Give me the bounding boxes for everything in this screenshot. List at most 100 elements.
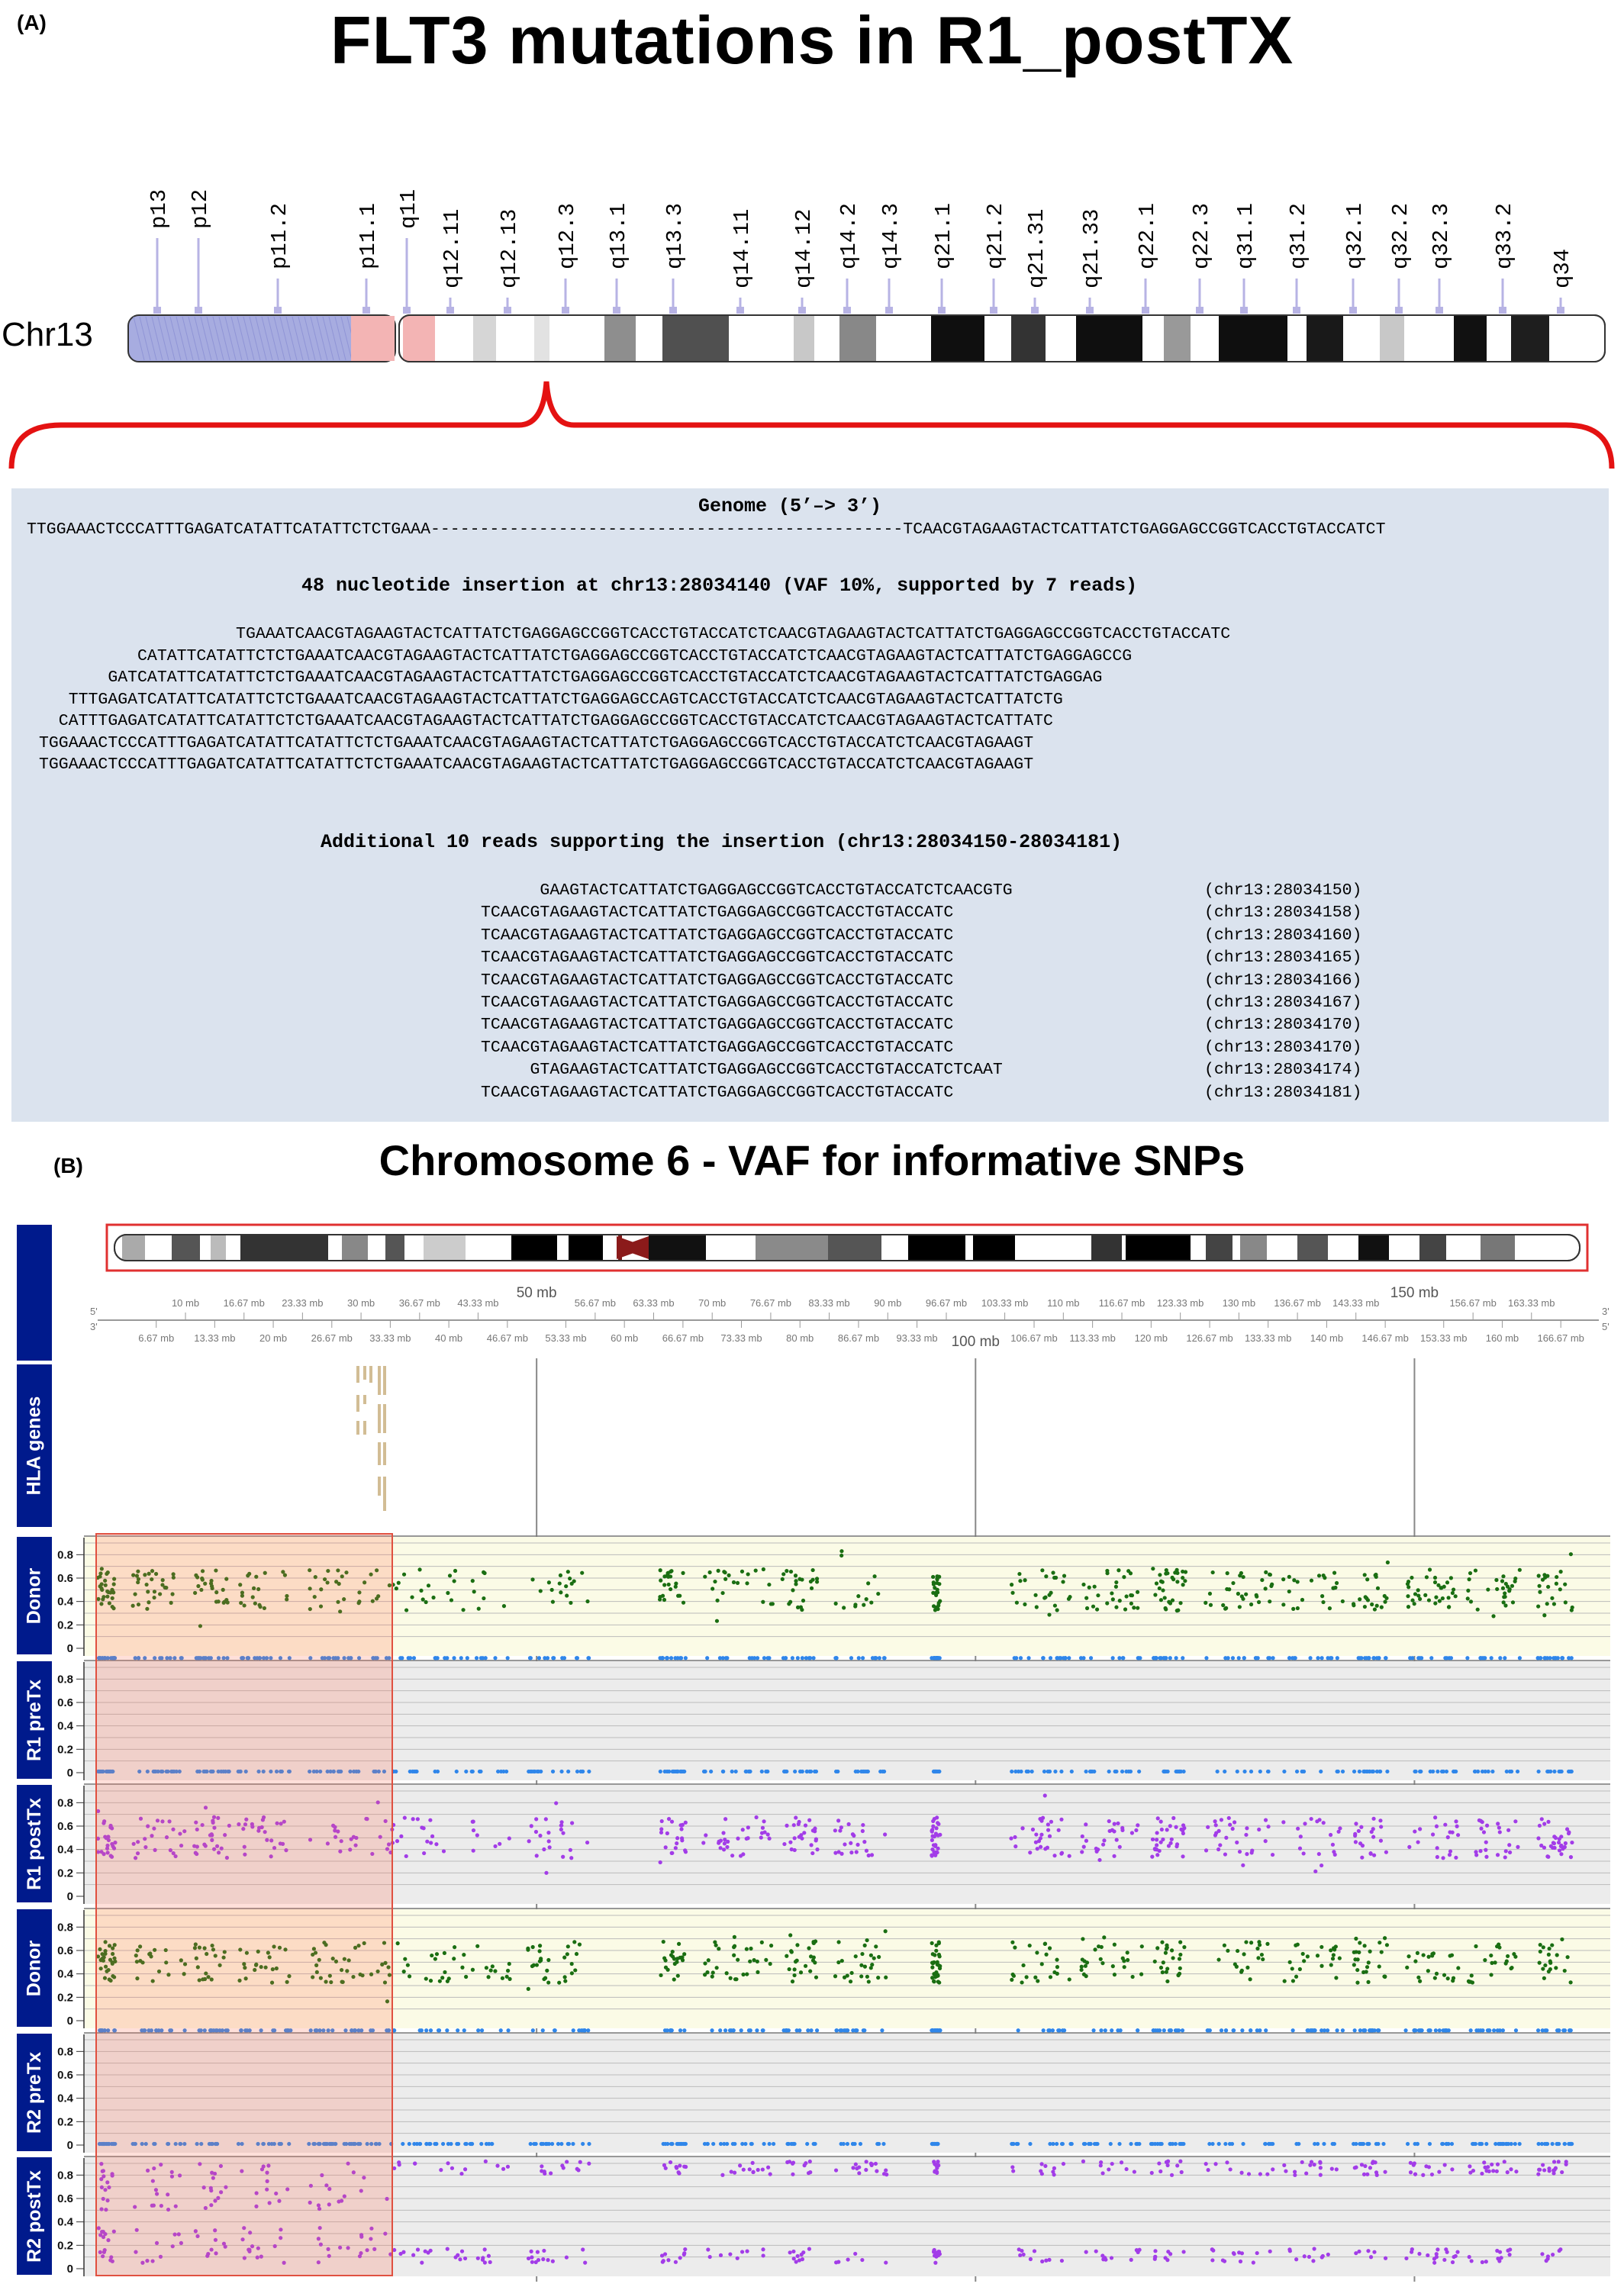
p-arm-hatch	[261, 316, 273, 361]
snp-point	[717, 1656, 723, 1660]
snp-point	[244, 1817, 249, 1822]
snp-point	[1494, 1577, 1499, 1583]
top-tick-label: 56.67 mb	[575, 1297, 616, 1309]
snp-point	[160, 2028, 164, 2033]
snp-point	[804, 1656, 808, 1660]
snp-point	[244, 1950, 249, 1955]
snp-point	[1416, 1975, 1421, 1979]
snp-point	[1354, 2251, 1358, 2256]
snp-point	[1536, 1604, 1541, 1609]
snp-point	[326, 1656, 330, 1660]
snp-point	[324, 1979, 328, 1984]
snp-point	[865, 1769, 870, 1774]
snp-point	[1267, 1572, 1272, 1577]
snp-point	[1165, 2159, 1171, 2163]
bottom-tick-label: 20 mb	[259, 1332, 287, 1344]
snp-point	[105, 2198, 110, 2203]
snp-point	[581, 2247, 585, 2252]
band-label: q22.1	[1135, 203, 1160, 269]
snp-point	[214, 1568, 218, 1573]
snp-point	[1046, 1769, 1050, 1774]
snp-point	[1362, 2028, 1367, 2033]
snp-point	[1305, 2028, 1310, 2033]
snp-point	[761, 2028, 765, 2033]
snp-point	[559, 1823, 563, 1828]
snp-point	[787, 1966, 791, 1972]
snp-point	[102, 1955, 106, 1960]
snp-point	[1566, 1831, 1571, 1836]
snp-point	[540, 2169, 544, 2173]
snp-point	[110, 1604, 114, 1609]
snp-point	[1371, 1816, 1376, 1821]
snp-point	[930, 1828, 935, 1832]
snp-point	[348, 1847, 353, 1852]
snp-point	[784, 2028, 788, 2033]
snp-point	[1282, 2163, 1287, 2168]
snp-point	[507, 1961, 511, 1966]
snp-point	[1545, 1574, 1550, 1578]
snp-point	[171, 1575, 176, 1580]
snp-point	[935, 1580, 939, 1586]
snp-point	[1483, 1958, 1487, 1963]
snp-point	[860, 2257, 865, 2263]
snp-point	[673, 1584, 678, 1589]
snp-point	[1545, 1854, 1550, 1859]
snp-point	[168, 2028, 172, 2033]
snp-point	[1235, 1840, 1239, 1845]
snp-point	[1206, 1825, 1210, 1829]
snp-point	[144, 1582, 149, 1587]
snp-point	[862, 2028, 867, 2033]
hla-gene-mark	[378, 1404, 381, 1433]
snp-point	[756, 2167, 760, 2173]
snp-point	[535, 2250, 540, 2254]
snp-point	[1515, 1769, 1520, 1774]
snp-point	[703, 1769, 707, 1774]
snp-point	[1430, 1954, 1435, 1958]
snp-point	[1035, 1950, 1039, 1955]
snp-point	[172, 1656, 177, 1660]
snp-point	[1405, 2141, 1410, 2147]
snp-point	[353, 1843, 358, 1847]
snp-point	[1442, 2163, 1447, 2167]
snp-point	[1164, 1970, 1168, 1974]
snp-point	[565, 1593, 569, 1598]
snp-point	[1509, 2141, 1513, 2147]
snp-point	[1157, 2161, 1162, 2166]
snp-point	[483, 2159, 488, 2163]
snp-point	[1170, 1598, 1175, 1603]
snp-point	[869, 1600, 874, 1605]
snp-point	[1517, 2141, 1522, 2147]
snp-point	[153, 1947, 157, 1952]
snp-point	[214, 1599, 219, 1604]
snp-point	[1452, 1769, 1456, 1774]
snp-point	[1038, 1836, 1042, 1841]
p-arm-hatch	[279, 316, 292, 361]
snp-point	[1546, 1969, 1551, 1974]
snp-point	[745, 1581, 749, 1586]
snp-point	[1225, 2160, 1229, 2165]
snp-point	[1042, 1793, 1047, 1798]
snp-point	[930, 1847, 935, 1852]
snp-point	[256, 1586, 261, 1592]
snp-point	[239, 1600, 243, 1606]
snp-point	[1043, 1847, 1048, 1851]
snp-point	[154, 2192, 160, 2196]
snp-point	[538, 1589, 543, 1593]
snp-point	[884, 1975, 888, 1979]
snp-point	[477, 1769, 482, 1774]
snp-point	[269, 1854, 273, 1859]
snp-point	[150, 2179, 155, 2183]
snp-point	[1313, 1869, 1318, 1873]
snp-point	[130, 1603, 135, 1608]
snp-point	[1329, 1963, 1333, 1967]
snp-point	[1536, 1769, 1541, 1774]
snp-point	[1016, 2141, 1020, 2147]
snp-point	[150, 1577, 154, 1582]
snp-point	[214, 2251, 218, 2256]
band-label: q34	[1550, 249, 1575, 288]
y-tick-label: 0.6	[57, 1572, 73, 1585]
snp-point	[1013, 1945, 1017, 1950]
snp-point	[1480, 2171, 1484, 2176]
snp-point	[1546, 1952, 1551, 1957]
snp-point	[1478, 1818, 1483, 1823]
